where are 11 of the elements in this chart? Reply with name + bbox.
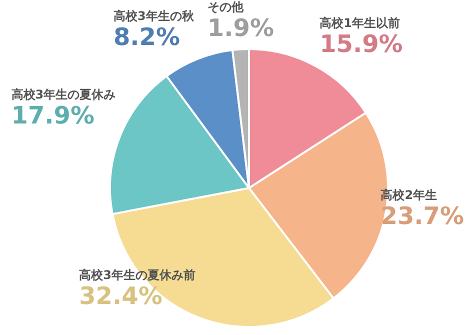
data-label: 23.7%: [380, 202, 464, 230]
data-label: 15.9%: [320, 30, 403, 58]
data-label: 8.2%: [113, 22, 180, 51]
slice-label: 高校2年生: [380, 188, 438, 202]
slice-label: 高校3年生の夏休み: [11, 87, 116, 102]
data-label: 1.9%: [207, 14, 274, 42]
slice-label: その他: [207, 0, 244, 14]
slice-label: 高校3年生の秋: [113, 8, 195, 23]
data-label: 17.9%: [11, 101, 95, 130]
data-label: 32.4%: [79, 282, 162, 310]
slice-label: 高校1年生以前: [320, 16, 400, 30]
